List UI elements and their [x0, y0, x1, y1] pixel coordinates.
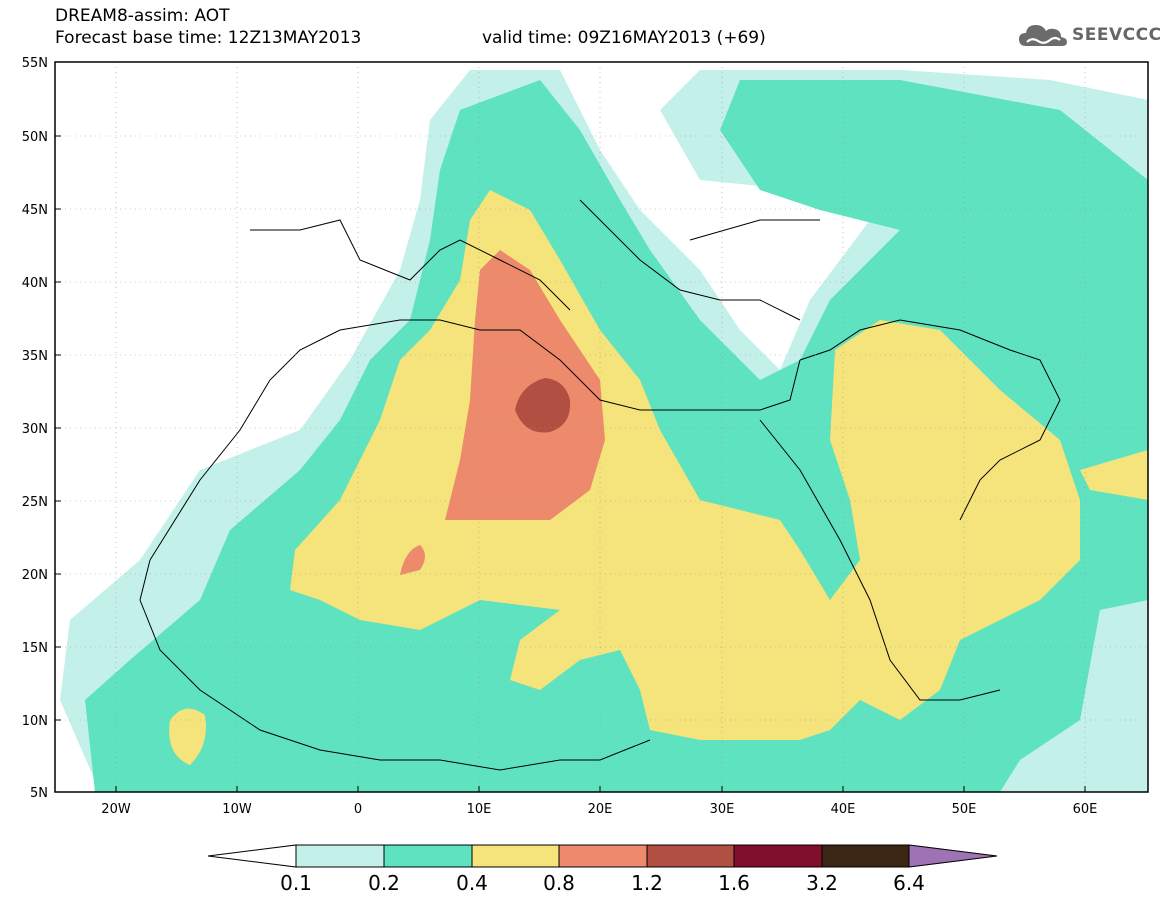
lat-labels: 55N 50N 45N 40N 35N 30N 25N 20N 15N 10N …: [22, 56, 48, 801]
lat-label: 15N: [22, 641, 48, 656]
colorbar-label: 3.2: [806, 871, 838, 895]
aot-yellow-e: [1080, 450, 1148, 500]
colorbar-3.2-6.4: [821, 844, 910, 868]
cloud-icon: [1019, 25, 1067, 46]
lon-label: 10E: [467, 802, 492, 817]
aot-band-0.8: [445, 250, 605, 520]
colorbar-label: 0.8: [543, 871, 575, 895]
lon-labels: 20W 10W 0 10E 20E 30E 40E 50E 60E: [101, 802, 1097, 817]
colorbar-0.2-0.4: [383, 844, 473, 868]
colorbar-lt-0.1: [207, 844, 297, 868]
lon-label: 10W: [222, 802, 252, 817]
colorbar-1.2-1.6: [646, 844, 735, 868]
aot-band-1.2: [515, 378, 571, 433]
lat-label: 40N: [22, 276, 48, 291]
lon-label: 20E: [588, 802, 613, 817]
forecast-base-time: Forecast base time: 12Z13MAY2013: [55, 28, 362, 48]
colorbar-0.1-0.2: [295, 844, 385, 868]
colorbar-label: 1.2: [631, 871, 663, 895]
colorbar-label: 0.2: [368, 871, 400, 895]
lat-label: 5N: [30, 786, 48, 801]
lat-label: 45N: [22, 203, 48, 218]
valid-time: valid time: 09Z16MAY2013 (+69): [482, 28, 766, 48]
aot-shading: [55, 62, 1148, 792]
lon-label: 60E: [1073, 802, 1098, 817]
logo-text: SEEVCCC: [1072, 25, 1162, 45]
lon-label: 50E: [952, 802, 977, 817]
lat-label: 50N: [22, 130, 48, 145]
tick-marks: [55, 61, 1086, 793]
lon-label: 30E: [710, 802, 735, 817]
lat-label: 55N: [22, 56, 48, 71]
aot-orange-small: [400, 545, 425, 575]
colorbar-gt-6.4: [908, 844, 998, 868]
lon-label: 0: [354, 802, 362, 817]
lat-label: 20N: [22, 568, 48, 583]
lat-label: 25N: [22, 495, 48, 510]
map-frame: [54, 61, 1149, 793]
colorbar: [207, 844, 998, 868]
seevccc-logo: SEEVCCC: [1018, 22, 1162, 48]
coastlines: [139, 199, 1061, 771]
lon-label: 40E: [831, 802, 856, 817]
colorbar-label: 1.6: [718, 871, 750, 895]
colorbar-label: 0.4: [456, 871, 488, 895]
grid: [55, 62, 1148, 792]
colorbar-label: 6.4: [893, 871, 925, 895]
lat-label: 10N: [22, 714, 48, 729]
colorbar-0.8-1.2: [558, 844, 648, 868]
aot-yellow-w: [169, 708, 206, 765]
lat-label: 30N: [22, 422, 48, 437]
lat-label: 35N: [22, 349, 48, 364]
plot-title: DREAM8-assim: AOT: [55, 6, 230, 26]
colorbar-1.6-3.2: [733, 844, 823, 868]
lon-label: 20W: [101, 802, 131, 817]
colorbar-labels: 0.1 0.2 0.4 0.8 1.2 1.6 3.2 6.4: [280, 871, 925, 895]
colorbar-0.4-0.8: [471, 844, 560, 868]
colorbar-label: 0.1: [280, 871, 312, 895]
